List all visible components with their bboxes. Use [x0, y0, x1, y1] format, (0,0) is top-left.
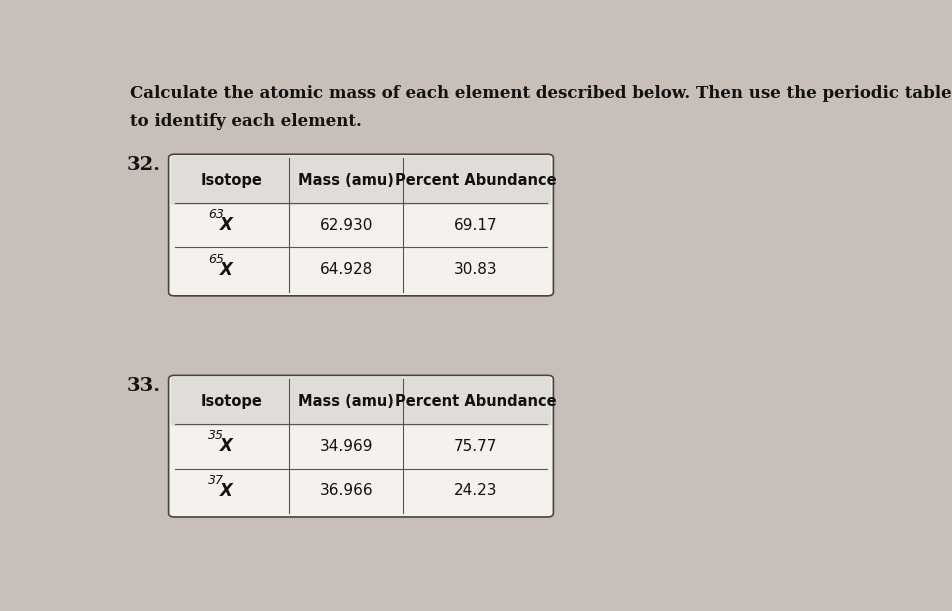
Text: 65: 65	[208, 253, 224, 266]
Text: Mass (amu): Mass (amu)	[298, 173, 394, 188]
Text: Percent Abundance: Percent Abundance	[394, 173, 556, 188]
Text: 63: 63	[208, 208, 224, 221]
Text: X: X	[220, 261, 232, 279]
Text: 34.969: 34.969	[319, 439, 372, 453]
Text: 37: 37	[208, 474, 224, 487]
FancyBboxPatch shape	[169, 375, 553, 517]
Text: 75.77: 75.77	[453, 439, 497, 453]
Text: 24.23: 24.23	[453, 483, 497, 499]
Text: to identify each element.: to identify each element.	[130, 113, 362, 130]
Text: 30.83: 30.83	[453, 262, 497, 277]
Text: Isotope: Isotope	[201, 173, 263, 188]
Text: Mass (amu): Mass (amu)	[298, 394, 394, 409]
FancyBboxPatch shape	[170, 377, 550, 426]
FancyBboxPatch shape	[170, 156, 550, 205]
Text: Isotope: Isotope	[201, 394, 263, 409]
Text: 69.17: 69.17	[453, 218, 497, 233]
Text: 64.928: 64.928	[319, 262, 372, 277]
Text: Percent Abundance: Percent Abundance	[394, 394, 556, 409]
Text: 35: 35	[208, 430, 224, 442]
Text: X: X	[220, 437, 232, 455]
Text: Calculate the atomic mass of each element described below. Then use the periodic: Calculate the atomic mass of each elemen…	[130, 85, 951, 102]
Text: 33.: 33.	[127, 377, 161, 395]
Text: 36.966: 36.966	[319, 483, 372, 499]
Text: 32.: 32.	[127, 156, 160, 174]
FancyBboxPatch shape	[169, 154, 553, 296]
Text: X: X	[220, 482, 232, 500]
Text: 62.930: 62.930	[319, 218, 372, 233]
Text: X: X	[220, 216, 232, 234]
